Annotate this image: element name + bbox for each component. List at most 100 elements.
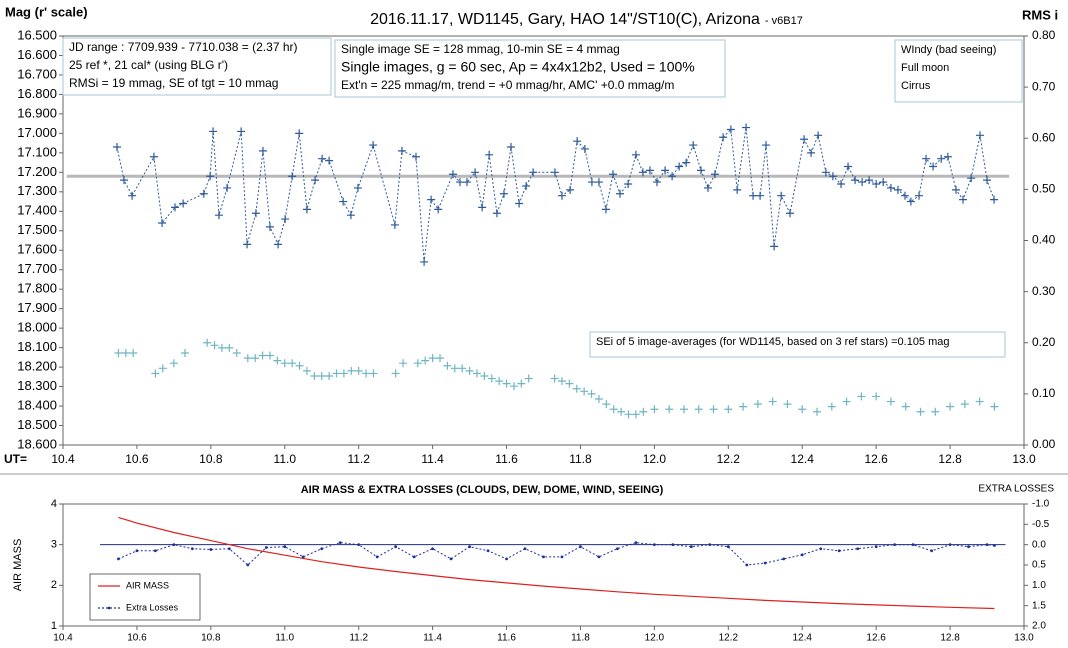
annotation-text: SEi of 5 image-averages (for WD1145, bas…	[596, 336, 950, 348]
data-point	[631, 410, 640, 419]
data-point	[930, 549, 933, 553]
data-point	[209, 548, 213, 551]
data-point	[739, 402, 748, 411]
data-point	[362, 369, 371, 378]
data-point	[158, 218, 167, 227]
data-point	[353, 183, 362, 192]
data-point	[768, 397, 777, 406]
data-point	[172, 543, 176, 547]
data-point	[487, 374, 496, 383]
x-tick-label: 11.4	[423, 633, 442, 644]
x-tick-label: 12.0	[643, 452, 667, 466]
data-point	[661, 166, 670, 175]
x-tick-label: 12.2	[719, 633, 739, 644]
x-tick-label: 12.6	[864, 452, 888, 466]
data-point	[121, 348, 130, 357]
data-point	[170, 203, 179, 212]
data-point	[745, 563, 749, 567]
data-point	[471, 168, 480, 177]
y2-tick-label: 0.40	[1032, 233, 1056, 247]
y-tick-label: 16.800	[17, 86, 57, 101]
data-point	[346, 211, 355, 220]
data-point	[288, 359, 297, 368]
data-point	[819, 547, 823, 551]
y-tick-label: 18.500	[17, 417, 57, 432]
data-point	[390, 220, 399, 229]
x-tick-label: 10.8	[201, 633, 221, 644]
data-point	[587, 389, 596, 398]
data-point	[449, 557, 453, 561]
data-point	[872, 392, 881, 401]
y-tick-label: 16.600	[17, 47, 57, 62]
data-point	[179, 199, 188, 208]
data-point	[317, 371, 326, 380]
data-point	[916, 407, 925, 416]
data-point	[814, 131, 823, 140]
data-point	[302, 205, 311, 214]
data-point	[274, 240, 283, 249]
x-tick-label: 12.2	[717, 452, 741, 466]
data-point	[151, 369, 160, 378]
y-tick-label: 17.800	[17, 281, 57, 296]
chart-title: AIR MASS & EXTRA LOSSES (CLOUDS, DEW, DO…	[301, 484, 664, 496]
data-point	[886, 397, 895, 406]
data-point	[169, 359, 178, 368]
data-point	[929, 162, 938, 171]
data-point	[762, 141, 771, 150]
data-point	[258, 146, 267, 155]
y2-tick-label: 0.80	[1032, 28, 1056, 42]
data-point	[645, 166, 654, 175]
y-tick-label: 17.700	[17, 261, 57, 276]
data-point	[650, 405, 659, 414]
data-point	[594, 394, 603, 403]
data-point	[369, 369, 378, 378]
data-point	[851, 176, 860, 185]
data-point	[900, 191, 909, 200]
data-point	[154, 549, 157, 553]
data-point	[993, 544, 996, 547]
data-point	[129, 348, 138, 357]
data-point	[874, 545, 878, 549]
data-point	[339, 369, 348, 378]
x-tick-label: 10.6	[127, 633, 147, 644]
data-point	[709, 405, 718, 414]
data-point	[946, 402, 955, 411]
y2-tick-label: 0.70	[1032, 79, 1056, 93]
data-point	[190, 547, 194, 551]
data-point	[566, 185, 575, 194]
data-point	[209, 127, 218, 136]
data-point	[726, 125, 735, 134]
data-point	[347, 366, 356, 375]
data-point	[283, 545, 287, 549]
data-point	[427, 195, 436, 204]
data-point	[608, 170, 617, 179]
data-point	[733, 185, 742, 194]
data-point	[597, 555, 601, 559]
data-point	[318, 154, 327, 163]
annotation-text: Ext'n = 225 mmag/m, trend = +0 mmag/hr, …	[341, 78, 674, 92]
data-point	[951, 185, 960, 194]
data-point	[915, 191, 924, 200]
data-point	[223, 183, 232, 192]
data-point	[478, 203, 487, 212]
data-point	[609, 405, 618, 414]
data-point	[694, 405, 703, 414]
data-point	[601, 205, 610, 214]
data-point	[354, 366, 363, 375]
data-point	[448, 170, 457, 179]
data-point	[631, 150, 640, 159]
data-point	[756, 191, 765, 200]
data-point	[180, 348, 189, 357]
y-tick-label: 2	[51, 579, 57, 591]
annotation-box	[62, 37, 332, 96]
y-tick-label: 17.500	[17, 222, 57, 237]
y-tick-label: 3	[51, 539, 57, 551]
data-point	[434, 205, 443, 214]
data-point	[749, 191, 758, 200]
data-point	[420, 257, 429, 266]
x-tick-label: 11.6	[497, 633, 516, 644]
data-point	[280, 359, 289, 368]
data-point	[579, 545, 582, 549]
data-point	[357, 543, 361, 547]
